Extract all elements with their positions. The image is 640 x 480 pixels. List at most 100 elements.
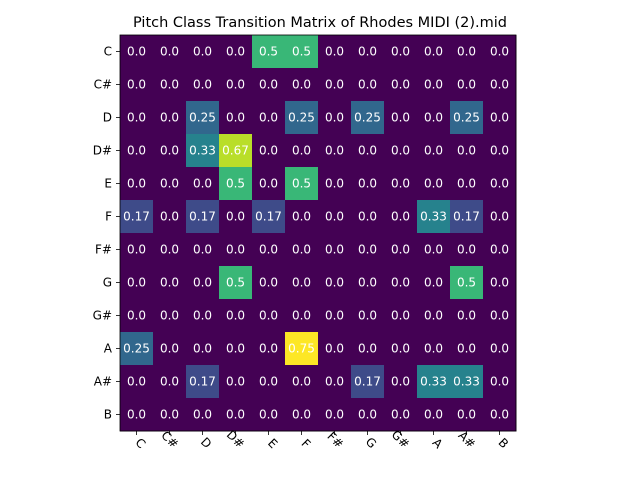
cell-value-label: 0.0 <box>358 45 377 59</box>
cell-value-label: 0.0 <box>160 276 179 290</box>
cell-value-label: 0.0 <box>325 309 344 323</box>
y-tick-label: D <box>103 111 112 125</box>
y-tick-label: C <box>104 45 112 59</box>
heatmap-cell <box>318 101 352 135</box>
heatmap-cell <box>318 398 352 432</box>
heatmap-cell <box>384 299 418 333</box>
heatmap-cell <box>318 167 352 201</box>
cell-value-label: 0.0 <box>391 243 410 257</box>
heatmap-cell <box>384 398 418 432</box>
heatmap-cell <box>351 398 385 432</box>
cell-value-label: 0.5 <box>457 276 476 290</box>
cell-value-label: 0.17 <box>453 210 480 224</box>
heatmap-cell <box>417 68 451 102</box>
cell-value-label: 0.0 <box>127 276 146 290</box>
cell-value-label: 0.0 <box>490 375 509 389</box>
cell-value-label: 0.5 <box>226 276 245 290</box>
cell-value-label: 0.0 <box>292 375 311 389</box>
x-tick-label: G <box>363 435 379 451</box>
heatmap-cell <box>153 167 187 201</box>
cell-value-label: 0.0 <box>358 408 377 422</box>
y-tick-label: C# <box>94 78 112 92</box>
cell-value-label: 0.0 <box>457 342 476 356</box>
cell-value-label: 0.25 <box>123 342 150 356</box>
heatmap-cell <box>285 299 319 333</box>
heatmap-cell <box>285 233 319 267</box>
heatmap-cell <box>417 167 451 201</box>
heatmap-cell <box>450 167 484 201</box>
heatmap-cell <box>285 266 319 300</box>
heatmap-cell <box>285 68 319 102</box>
cell-value-label: 0.0 <box>391 408 410 422</box>
cell-value-label: 0.0 <box>490 342 509 356</box>
plot-frame <box>119 34 517 432</box>
heatmap-cell <box>450 365 484 399</box>
heatmap-cell <box>351 167 385 201</box>
heatmap-cell <box>186 200 220 234</box>
heatmap-cell <box>252 266 286 300</box>
cell-value-label: 0.0 <box>391 177 410 191</box>
heatmap-cell <box>219 35 253 69</box>
heatmap-cell <box>120 200 154 234</box>
heatmap-cell <box>252 68 286 102</box>
cell-value-label: 0.0 <box>193 243 212 257</box>
cell-value-label: 0.0 <box>127 408 146 422</box>
x-tick-label: C <box>132 435 148 451</box>
cell-value-label: 0.0 <box>391 78 410 92</box>
cell-value-label: 0.25 <box>189 111 216 125</box>
heatmap-cell <box>384 332 418 366</box>
cell-value-label: 0.0 <box>490 243 509 257</box>
cell-value-label: 0.25 <box>354 111 381 125</box>
heatmap-cell <box>186 332 220 366</box>
heatmap-cell <box>120 299 154 333</box>
cell-value-label: 0.0 <box>127 177 146 191</box>
cell-value-label: 0.0 <box>259 342 278 356</box>
cell-value-label: 0.33 <box>420 375 447 389</box>
cell-value-label: 0.0 <box>160 243 179 257</box>
heatmap-cell <box>285 332 319 366</box>
heatmap-cell <box>252 200 286 234</box>
cell-value-label: 0.0 <box>259 111 278 125</box>
cell-value-label: 0.0 <box>193 45 212 59</box>
heatmap-cells <box>120 35 517 432</box>
cell-value-label: 0.0 <box>424 177 443 191</box>
cell-value-label: 0.33 <box>453 375 480 389</box>
y-tick-label: B <box>104 408 112 422</box>
cell-value-label: 0.0 <box>259 309 278 323</box>
heatmap-cell <box>186 299 220 333</box>
heatmap-cell <box>417 398 451 432</box>
cell-value-label: 0.0 <box>358 144 377 158</box>
cell-value-label: 0.0 <box>160 45 179 59</box>
heatmap-cell <box>450 266 484 300</box>
heatmap-cell <box>285 35 319 69</box>
cell-value-label: 0.0 <box>457 45 476 59</box>
cell-value-label: 0.0 <box>127 45 146 59</box>
cell-value-label: 0.0 <box>193 408 212 422</box>
y-axis-ticks: C C# D D# E F F# G G# A A# B <box>93 45 120 422</box>
cell-value-label: 0.0 <box>160 144 179 158</box>
cell-value-label: 0.0 <box>424 408 443 422</box>
cell-value-label: 0.0 <box>160 177 179 191</box>
heatmap-cell <box>384 365 418 399</box>
heatmap-cell <box>483 299 517 333</box>
heatmap-cell <box>483 200 517 234</box>
cell-value-label: 0.0 <box>424 309 443 323</box>
cell-value-label: 0.0 <box>292 408 311 422</box>
heatmap-cell <box>120 134 154 168</box>
cell-value-label: 0.0 <box>226 243 245 257</box>
cell-value-label: 0.0 <box>391 375 410 389</box>
cell-value-label: 0.25 <box>288 111 315 125</box>
heatmap-cell <box>219 365 253 399</box>
heatmap-cell <box>450 35 484 69</box>
heatmap-cell <box>384 35 418 69</box>
cell-value-label: 0.0 <box>127 78 146 92</box>
cell-value-label: 0.0 <box>226 78 245 92</box>
cell-value-label: 0.0 <box>292 78 311 92</box>
heatmap-cell <box>351 299 385 333</box>
x-tick-label: B <box>496 435 512 451</box>
heatmap-cell <box>219 101 253 135</box>
cell-value-label: 0.0 <box>490 276 509 290</box>
cell-value-label: 0.17 <box>189 210 216 224</box>
heatmap-cell <box>120 233 154 267</box>
heatmap-cell <box>351 68 385 102</box>
